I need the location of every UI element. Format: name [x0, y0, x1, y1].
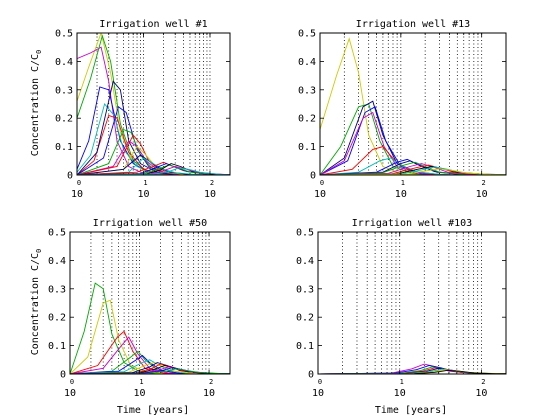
x-tick-label: 10 [71, 189, 83, 200]
series-group [77, 33, 230, 175]
series-line-7 [77, 80, 180, 175]
x-axis-label-left: Time [years] [117, 405, 189, 416]
y-tick-label: 0.4 [296, 256, 314, 267]
x-tick-exponent: 2 [210, 179, 214, 187]
y-tick-label: 0 [308, 370, 314, 381]
y-tick-label: 0.1 [48, 341, 66, 352]
y-tick-label: 0 [310, 171, 316, 182]
series-line-1 [77, 33, 171, 175]
chart-panel-2: 0 0.1 0.2 0.3 0.4 0.5 0 10 1 10 2 10 Irrigation well… [298, 19, 507, 200]
x-tick-exponent: 2 [481, 378, 485, 386]
series-line-2 [77, 46, 164, 175]
x-tick-label: 10 [476, 189, 488, 200]
y-tick-label: 0.3 [298, 85, 316, 96]
series-line-4 [70, 336, 192, 374]
x-tick-label: 10 [314, 189, 326, 200]
y-tick-label: 0.2 [55, 114, 73, 125]
chart-title: Irrigation well #1 [99, 19, 207, 30]
y-tick-label: 0.1 [298, 142, 316, 153]
y-tick-label: 0.4 [55, 57, 73, 68]
chart-panel-1: 0 0.1 0.2 0.3 0.4 0.5 0 10 1 10 2 10 Irrigation well… [55, 19, 231, 200]
y-tick-label: 0.2 [298, 114, 316, 125]
plot-frame [69, 231, 231, 375]
plot-frame [317, 231, 507, 375]
series-line-5 [320, 111, 445, 175]
series-group [70, 282, 230, 374]
chart-title: Irrigation well #13 [356, 19, 470, 30]
x-tick-label: 10 [204, 189, 216, 200]
x-tick-exponent: 1 [401, 179, 405, 187]
x-tick-exponent: 0 [320, 179, 324, 187]
y-tick-label: 0.5 [298, 29, 316, 40]
series-line-15 [320, 168, 506, 175]
y-tick-label: 0.4 [298, 57, 316, 68]
x-tick-exponent: 0 [77, 179, 81, 187]
series-group [318, 363, 506, 374]
y-tick-label: 0.5 [55, 29, 73, 40]
x-tick-exponent: 1 [400, 378, 404, 386]
y-tick-label: 0.2 [296, 313, 314, 324]
y-tick-label: 0.1 [55, 142, 73, 153]
y-tick-label: 0.3 [48, 284, 66, 295]
x-tick-exponent: 1 [143, 179, 147, 187]
x-tick-exponent: 0 [318, 378, 322, 386]
chart-title: Irrigation well #50 [93, 218, 207, 229]
x-tick-label: 10 [64, 388, 76, 399]
chart-panel-4: 0 0.1 0.2 0.3 0.4 0.5 0 10 1 10 2 10 Irrigation well… [296, 218, 507, 399]
x-tick-exponent: 2 [482, 179, 486, 187]
x-tick-label: 10 [395, 189, 407, 200]
x-axis-label-right: Time [years] [375, 405, 447, 416]
y-tick-label: 0.2 [48, 313, 66, 324]
series-line-8 [70, 362, 215, 374]
x-tick-label: 10 [475, 388, 487, 399]
x-tick-label: 10 [394, 388, 406, 399]
y-tick-label: 0.4 [48, 256, 66, 267]
y-axis-label-top: Concentration C/C0 [30, 50, 43, 157]
y-tick-label: 0.5 [48, 228, 66, 239]
x-tick-exponent: 0 [70, 378, 74, 386]
chart-title: Irrigation well #103 [352, 218, 472, 229]
x-tick-exponent: 2 [209, 378, 213, 386]
series-line-10 [77, 140, 196, 175]
y-axis-label-bottom: Concentration C/C0 [30, 249, 43, 356]
plot-frame [319, 32, 507, 176]
plot-frame [76, 32, 231, 176]
y-tick-label: 0 [60, 370, 66, 381]
series-line-7 [70, 359, 210, 374]
x-tick-label: 10 [134, 388, 146, 399]
y-tick-label: 0.5 [296, 228, 314, 239]
series-line-14 [70, 368, 230, 374]
y-tick-label: 0.3 [296, 284, 314, 295]
series-group [320, 37, 506, 175]
series-line-1 [70, 282, 161, 374]
series-line-12 [77, 145, 204, 175]
y-tick-label: 0.1 [296, 341, 314, 352]
y-tick-label: 0.3 [55, 85, 73, 96]
chart-panel-3: 0 0.1 0.2 0.3 0.4 0.5 0 10 1 10 2 10 Irrigation well… [48, 218, 231, 399]
series-line-20 [77, 167, 230, 175]
x-tick-exponent: 1 [139, 378, 143, 386]
x-tick-label: 10 [312, 388, 324, 399]
series-line-7 [320, 157, 464, 175]
x-tick-label: 10 [203, 388, 215, 399]
y-tick-label: 0 [67, 171, 73, 182]
x-tick-label: 10 [137, 189, 149, 200]
series-line-6 [70, 354, 203, 374]
